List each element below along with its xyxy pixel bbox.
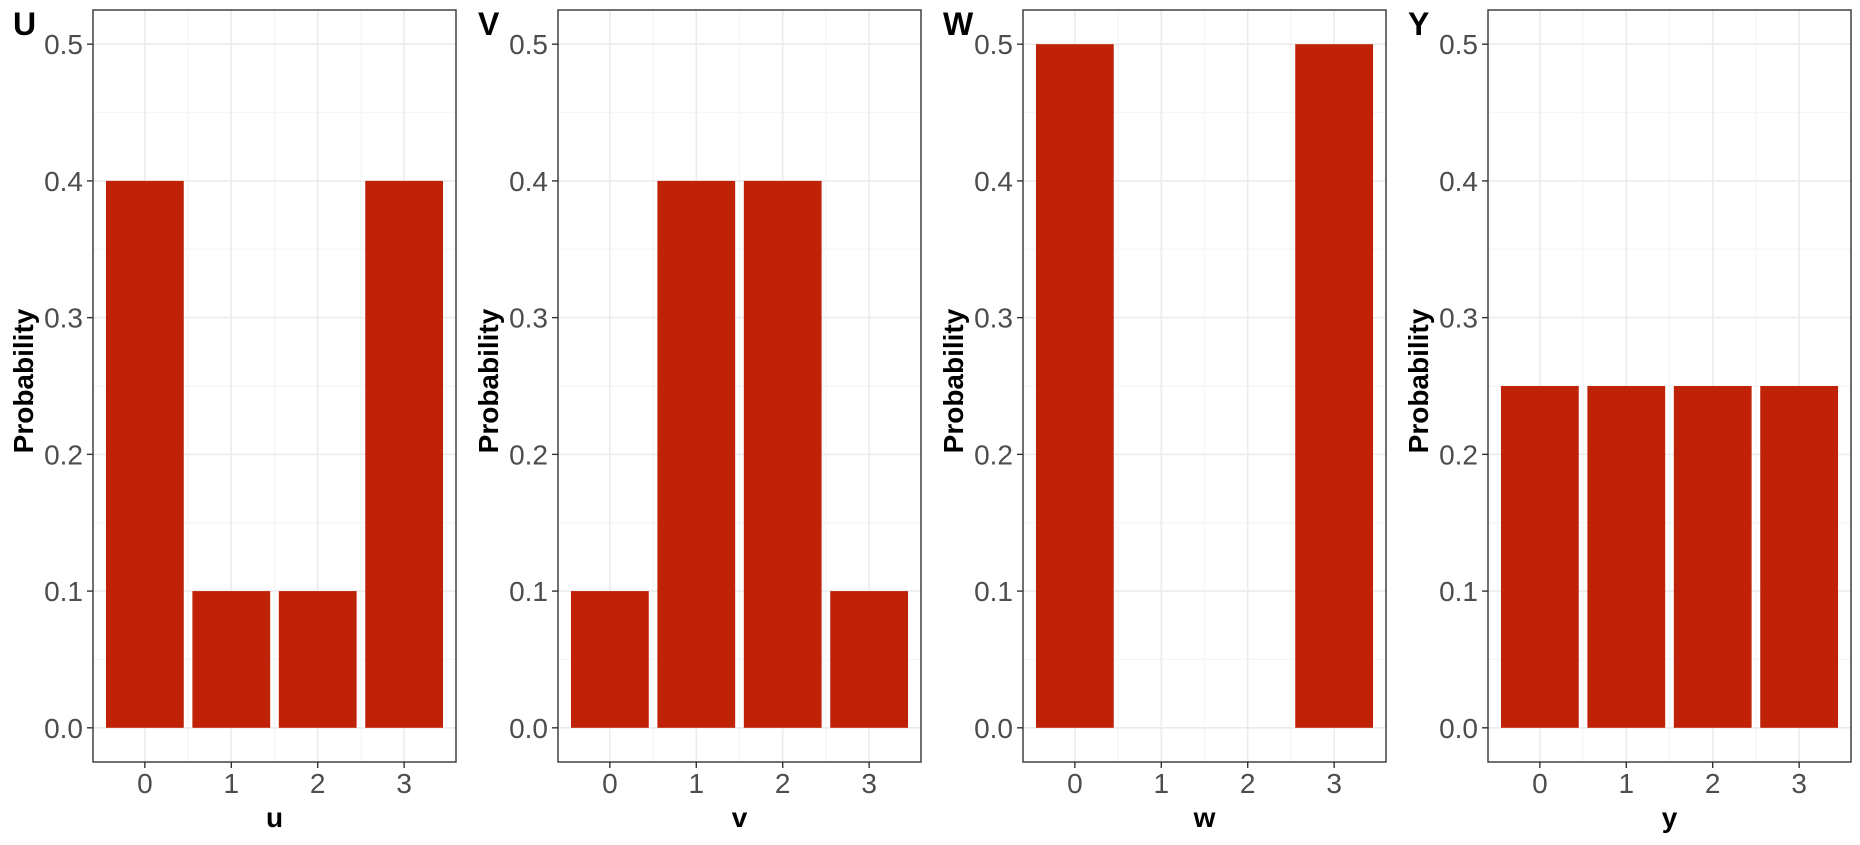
- x-tick-label: 2: [310, 768, 326, 799]
- bar-u-1: [192, 591, 271, 728]
- bar-y-1: [1587, 386, 1666, 728]
- panel-border: [557, 9, 922, 763]
- x-tick-label: 0: [137, 768, 153, 799]
- bar-y-2: [1673, 386, 1752, 728]
- y-tick-label: 0.3: [509, 303, 548, 334]
- bar-w-0: [1035, 44, 1114, 728]
- y-tick-label: 0.0: [44, 713, 83, 744]
- y-axis-title: Probability: [1403, 308, 1434, 453]
- y-tick-label: 0.1: [509, 576, 548, 607]
- x-tick-label: 0: [1067, 768, 1083, 799]
- x-tick-label: 3: [1326, 768, 1342, 799]
- bar-v-1: [657, 180, 736, 728]
- panel-v: 0.0 0.1 0.2 0.3 0.4 0.5 0 1 2 3 v Probability V: [473, 6, 922, 833]
- y-tick-label: 0.3: [1439, 303, 1478, 334]
- x-tick-label: 3: [396, 768, 412, 799]
- y-tick-label: 0.3: [44, 303, 83, 334]
- y-axis-title: Probability: [8, 308, 39, 453]
- panel-tag-label: U: [13, 6, 36, 42]
- y-tick-label: 0.0: [509, 713, 548, 744]
- bar-v-3: [830, 591, 909, 728]
- x-tick-label: 1: [223, 768, 239, 799]
- x-tick-label: 1: [1618, 768, 1634, 799]
- panel-tag-label: V: [478, 6, 500, 42]
- y-tick-label: 0.4: [1439, 166, 1478, 197]
- y-tick-label: 0.5: [44, 29, 83, 60]
- bar-v-0: [570, 591, 649, 728]
- y-tick-label: 0.3: [974, 303, 1013, 334]
- y-tick-label: 0.5: [1439, 29, 1478, 60]
- bar-y-3: [1760, 386, 1839, 728]
- y-tick-label: 0.2: [509, 439, 548, 470]
- bar-y-0: [1500, 386, 1579, 728]
- x-tick-label: 1: [1153, 768, 1169, 799]
- panel-border: [92, 9, 457, 763]
- x-axis-title: w: [1193, 802, 1216, 833]
- x-tick-label: 2: [1240, 768, 1256, 799]
- x-tick-label: 2: [775, 768, 791, 799]
- y-tick-label: 0.1: [1439, 576, 1478, 607]
- panel-tag-label: W: [943, 6, 974, 42]
- y-tick-label: 0.0: [974, 713, 1013, 744]
- bar-u-3: [365, 180, 444, 728]
- y-axis-title: Probability: [473, 308, 504, 453]
- bar-w-3: [1295, 44, 1374, 728]
- panel-tag-label: Y: [1408, 6, 1429, 42]
- y-tick-label: 0.4: [974, 166, 1013, 197]
- y-tick-label: 0.1: [974, 576, 1013, 607]
- y-tick-label: 0.4: [44, 166, 83, 197]
- x-tick-label: 1: [688, 768, 704, 799]
- x-tick-label: 3: [861, 768, 877, 799]
- y-tick-label: 0.1: [44, 576, 83, 607]
- panel-w: 0.0 0.1 0.2 0.3 0.4 0.5 0 1 2 3 w Probability W: [938, 6, 1387, 833]
- bar-v-2: [743, 180, 822, 728]
- panel-border: [1022, 9, 1387, 763]
- bar-u-0: [105, 180, 184, 728]
- x-tick-label: 3: [1791, 768, 1807, 799]
- panel-border: [1487, 9, 1852, 763]
- panel-u: 0.0 0.1 0.2 0.3 0.4 0.5 0 1 2 3 u Probability U: [8, 6, 457, 833]
- y-tick-label: 0.2: [974, 439, 1013, 470]
- x-tick-label: 2: [1705, 768, 1721, 799]
- y-tick-label: 0.2: [44, 439, 83, 470]
- x-axis-title: y: [1662, 802, 1678, 833]
- panel-y: 0.0 0.1 0.2 0.3 0.4 0.5 0 1 2 3 y Probability Y: [1403, 6, 1852, 833]
- x-axis-title: v: [732, 802, 748, 833]
- y-axis-title: Probability: [938, 308, 969, 453]
- y-tick-label: 0.2: [1439, 439, 1478, 470]
- x-tick-label: 0: [602, 768, 618, 799]
- bar-u-2: [278, 591, 357, 728]
- x-axis-title: u: [266, 802, 283, 833]
- y-tick-label: 0.5: [509, 29, 548, 60]
- y-tick-label: 0.5: [974, 29, 1013, 60]
- y-tick-label: 0.0: [1439, 713, 1478, 744]
- y-tick-label: 0.4: [509, 166, 548, 197]
- x-tick-label: 0: [1532, 768, 1548, 799]
